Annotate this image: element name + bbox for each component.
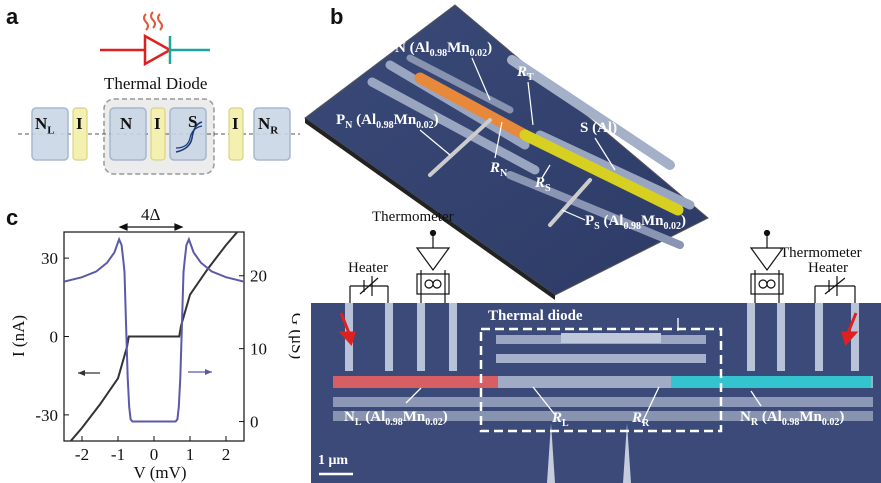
block-label-i1: I (76, 114, 83, 133)
y-left-tick-label: -30 (35, 406, 58, 425)
y-left-axis-label: I (nA) (9, 315, 28, 357)
x-tick-label: -1 (111, 445, 125, 464)
x-tick-label: 2 (222, 445, 231, 464)
panel-label-c: c (6, 205, 19, 230)
block-label-n: N (120, 114, 133, 133)
label-rn: RN (490, 160, 508, 179)
block-label-i2: I (154, 114, 161, 133)
heater-left-icon (349, 276, 389, 310)
thermal-diode-title: Thermal Diode (104, 74, 208, 93)
block-label-i3: I (232, 114, 239, 133)
thermometer-right-label: Thermometer (780, 245, 862, 261)
label-rl: RL (552, 410, 569, 429)
label-ps: PS (Al0.98Mn0.02) (585, 213, 686, 232)
block-label-nl: NL (35, 114, 55, 137)
heat-input-arrows (338, 312, 859, 346)
label-rr: RR (632, 410, 650, 429)
y-left-tick-label: 30 (41, 249, 58, 268)
heater-right-label: Heater (808, 260, 848, 276)
label-s-electrode: S (Al) (580, 120, 618, 136)
y-right-tick-label: 20 (250, 267, 267, 286)
panel-a-schematic (18, 11, 300, 175)
gap-annotation: 4Δ (141, 205, 161, 224)
series-conductance-line (64, 236, 244, 423)
label-rs: RS (535, 175, 551, 194)
iv-chart: -2 -1 0 1 2 -30 0 30 0 10 20 4Δ V (mV) I (nA) G (μ… (9, 205, 300, 482)
block-label-nr: NR (258, 114, 279, 137)
y-right-axis-label: G (μS) (288, 313, 300, 359)
circuit-wiring (349, 230, 856, 310)
series-axis-arrows (78, 369, 212, 376)
thermometer-left-label: Thermometer (372, 209, 454, 225)
x-tick-label: 0 (150, 445, 159, 464)
diode-symbol-icon (100, 33, 210, 67)
sem-image-topview (311, 303, 881, 483)
heater-right-icon (814, 276, 856, 310)
block-label-s: S (188, 112, 198, 131)
thermometer-left-icon (415, 230, 451, 310)
x-tick-label: -2 (75, 445, 89, 464)
y-right-tick-label: 0 (250, 413, 259, 432)
label-nl-electrode: NL (Al0.98Mn0.02) (344, 409, 448, 428)
heater-left-label: Heater (348, 260, 388, 276)
label-rt: RT (517, 64, 534, 83)
scale-bar-label: 1 μm (318, 453, 349, 468)
thermometer-right-icon (749, 230, 785, 310)
y-left-tick-label: 0 (50, 328, 59, 347)
panel-label-a: a (6, 4, 19, 29)
x-axis-label: V (mV) (133, 463, 186, 482)
junction-blocks (31, 107, 291, 161)
label-n-electrode: N (Al0.98Mn0.02) (395, 40, 493, 59)
series-current-line (69, 232, 239, 441)
label-nr-electrode: NR (Al0.98Mn0.02) (740, 409, 845, 428)
x-tick-label: 1 (186, 445, 195, 464)
panel-label-b: b (330, 4, 344, 29)
label-pn: PN (Al0.98Mn0.02) (336, 112, 439, 131)
thermal-diode-box-label: Thermal diode (488, 308, 583, 324)
y-right-tick-label: 10 (250, 340, 267, 359)
gap-marker (118, 223, 184, 231)
heat-icon (143, 11, 163, 31)
